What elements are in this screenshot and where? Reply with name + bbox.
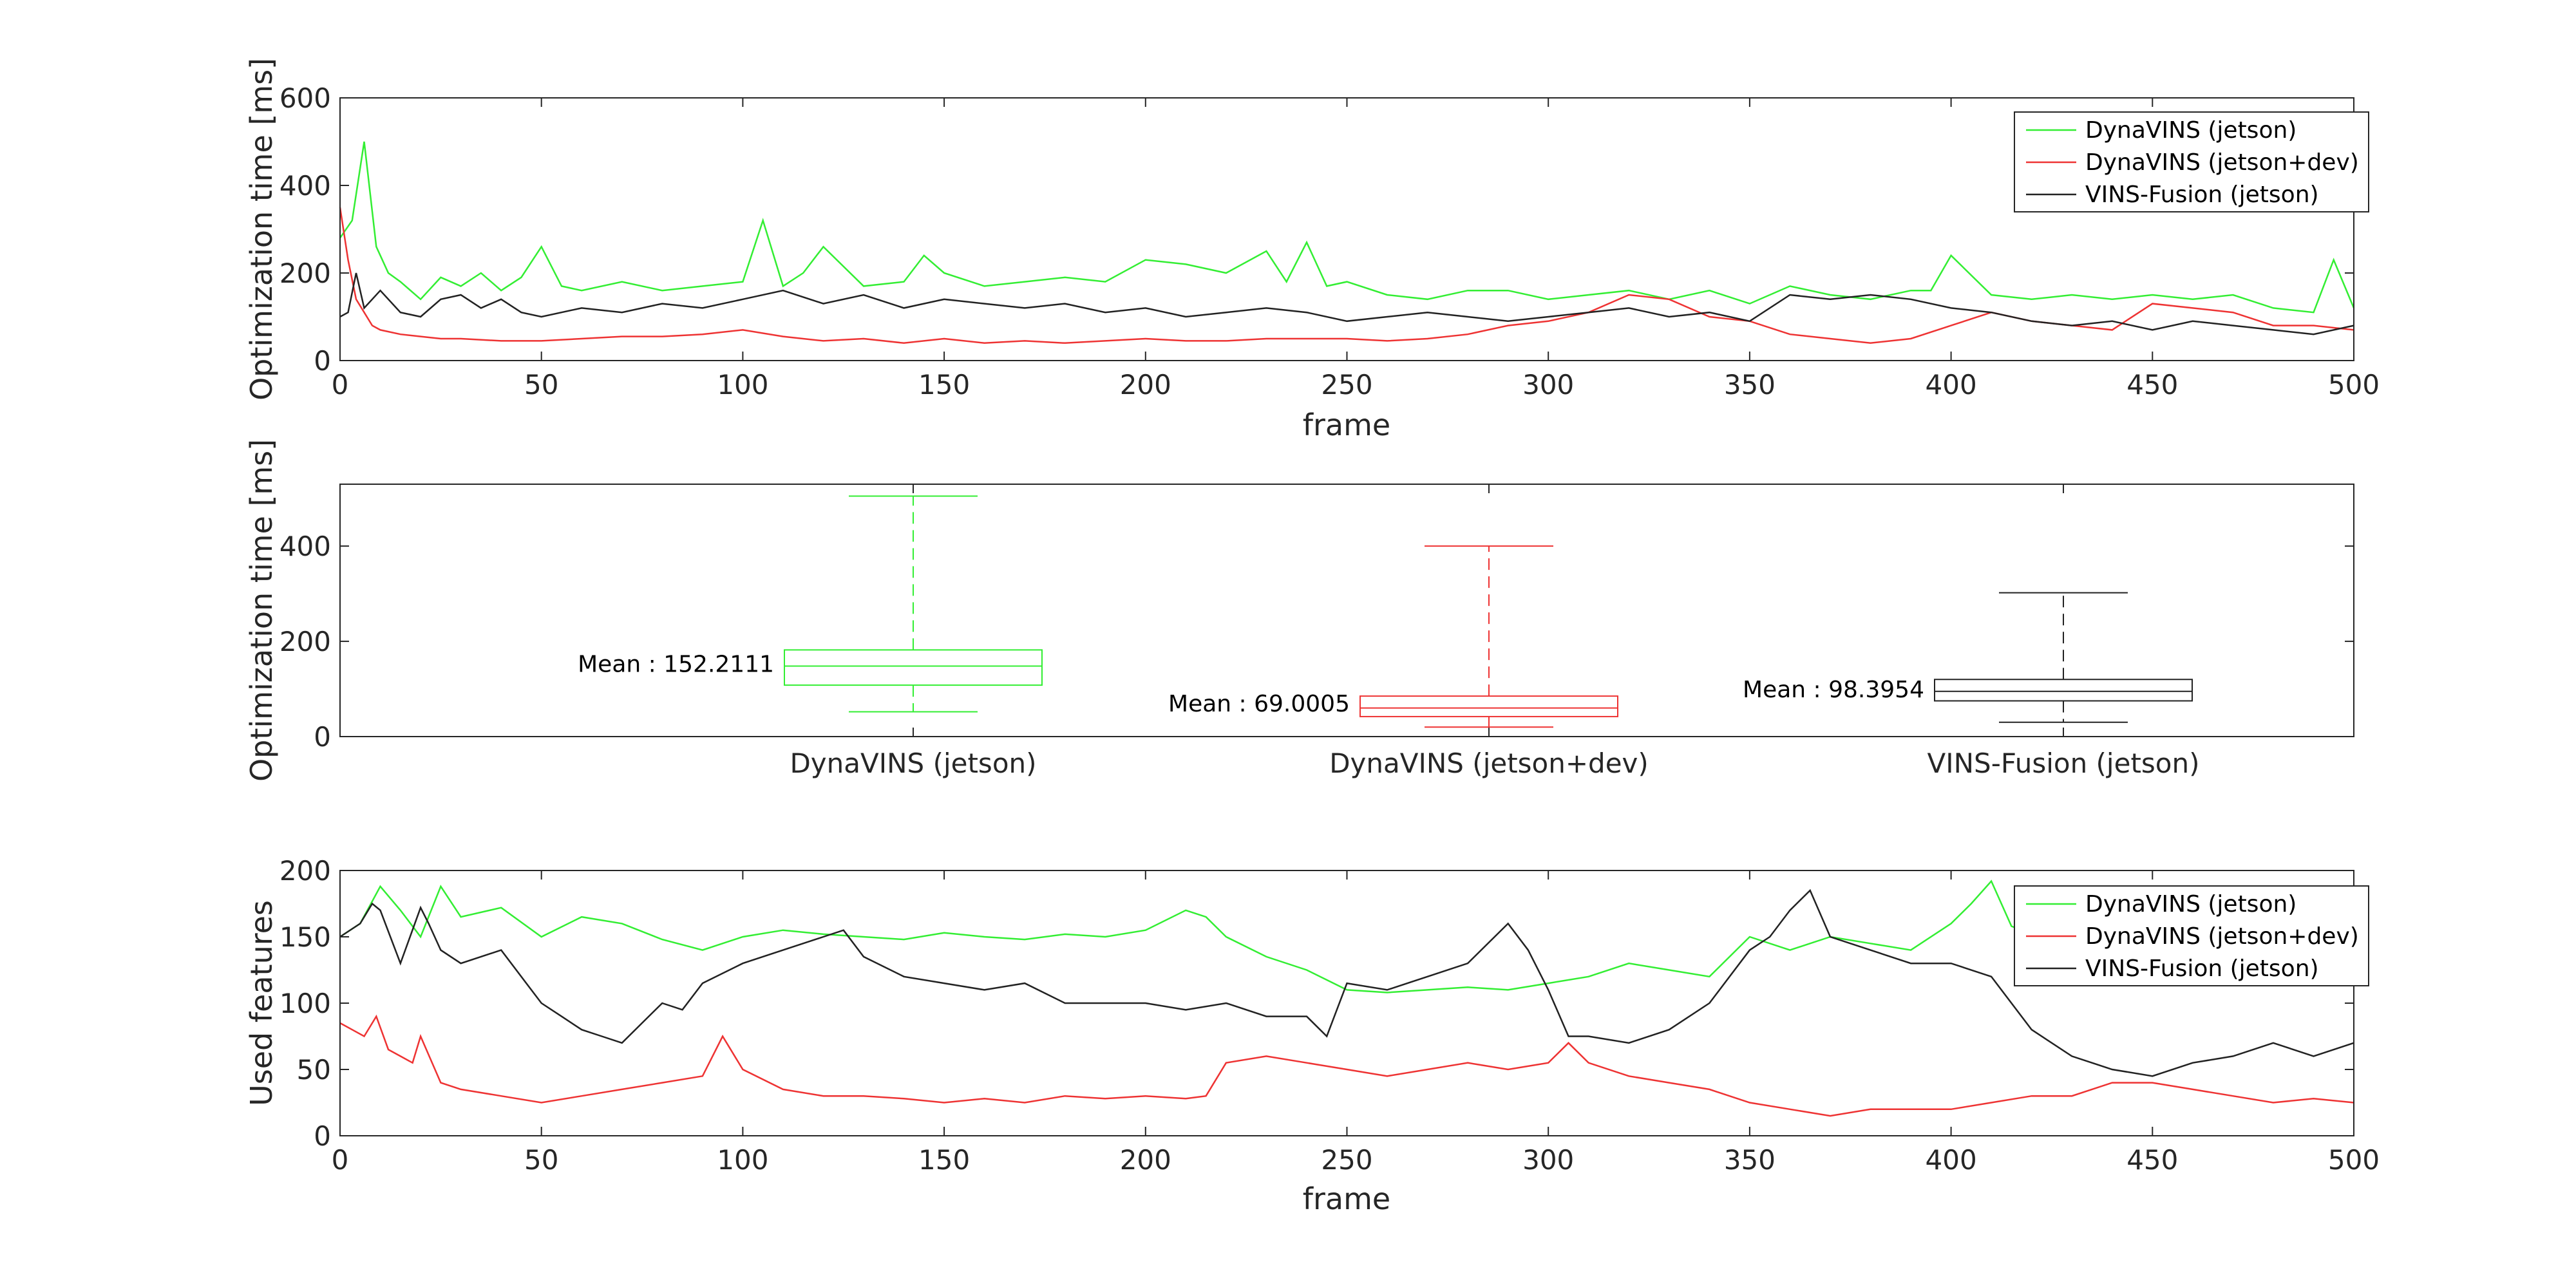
x-tick-label: 250 — [1321, 369, 1372, 400]
iqr-box — [784, 649, 1043, 686]
y-tick-label: 200 — [279, 626, 331, 657]
legend: DynaVINS (jetson) DynaVINS (jetson+dev) VI… — [2014, 111, 2369, 212]
y-axis-label: Optimization time [ms] — [244, 439, 279, 782]
x-tick-label: 100 — [717, 369, 768, 400]
y-tick-label: 50 — [297, 1054, 331, 1086]
box-0: Mean : 152.2111 DynaVINS (jetson) — [578, 495, 1043, 779]
x-tick-label: 450 — [2126, 1144, 2178, 1176]
x-tick-label: 150 — [918, 369, 970, 400]
iqr-box — [1934, 679, 2193, 702]
y-tick-label: 400 — [279, 170, 331, 202]
used-features-line-chart: 0 50 100 150 200 250 300 350 400 450 500 0 50 100 150 2… — [244, 855, 2380, 1216]
x-tick-label: 300 — [1522, 1144, 1574, 1176]
y-axis-label: Used features — [244, 900, 279, 1106]
y-tick-label: 100 — [279, 988, 331, 1019]
optimization-time-box-chart: 0 200 400 Mean : 152.2111 DynaVINS (jetson)… — [244, 439, 2354, 782]
box-1: Mean : 69.0005 DynaVINS (jetson+dev) — [1168, 545, 1649, 779]
x-tick-label: 0 — [332, 1144, 349, 1176]
category-label: DynaVINS (jetson) — [790, 748, 1036, 779]
legend-label: VINS-Fusion (jetson) — [2085, 955, 2319, 982]
legend: DynaVINS (jetson) DynaVINS (jetson+dev) VI… — [2014, 885, 2369, 986]
series-line-2 — [339, 272, 2354, 335]
x-tick-label: 200 — [1120, 1144, 1171, 1176]
x-tick-label: 350 — [1724, 1144, 1776, 1176]
category-label: VINS-Fusion (jetson) — [1927, 748, 2200, 779]
y-tick-label: 0 — [314, 721, 331, 753]
y-tick-label: 0 — [314, 345, 331, 377]
x-tick-label: 150 — [918, 1144, 970, 1176]
y-axis-label: Optimization time [ms] — [244, 58, 279, 400]
x-tick-label: 400 — [1926, 1144, 1977, 1176]
y-tick-label: 200 — [279, 855, 331, 887]
x-axis-label: frame — [1303, 1181, 1390, 1216]
mean-label: Mean : 69.0005 — [1168, 691, 1350, 717]
x-tick-label: 100 — [717, 1144, 768, 1176]
series-line-1 — [339, 1014, 2354, 1117]
x-tick-label: 50 — [524, 1144, 558, 1176]
x-axis-label: frame — [1303, 408, 1390, 442]
series-line-0 — [339, 880, 2354, 993]
iqr-box — [1359, 695, 1618, 717]
y-tick-label: 200 — [279, 258, 331, 289]
optimization-time-line-chart: 0 50 100 150 200 250 300 350 400 450 500 0 200 400 600… — [244, 58, 2380, 442]
x-tick-label: 450 — [2126, 369, 2178, 400]
series-line-1 — [339, 207, 2354, 344]
x-tick-label: 500 — [2328, 1144, 2380, 1176]
x-tick-label: 0 — [332, 369, 349, 400]
legend-label: DynaVINS (jetson) — [2085, 891, 2297, 918]
x-tick-label: 500 — [2328, 369, 2380, 400]
category-label: DynaVINS (jetson+dev) — [1329, 748, 1649, 779]
series-line-0 — [339, 141, 2355, 314]
legend-label: DynaVINS (jetson+dev) — [2085, 923, 2359, 950]
legend-label: DynaVINS (jetson) — [2085, 117, 2297, 144]
x-tick-label: 50 — [524, 369, 558, 400]
y-tick-label: 150 — [279, 921, 331, 953]
mean-label: Mean : 152.2111 — [578, 651, 774, 677]
legend-label: VINS-Fusion (jetson) — [2085, 182, 2319, 208]
legend-label: DynaVINS (jetson+dev) — [2085, 149, 2359, 176]
x-tick-label: 300 — [1522, 369, 1574, 400]
x-tick-label: 200 — [1120, 369, 1171, 400]
x-tick-label: 400 — [1926, 369, 1977, 400]
mean-label: Mean : 98.3954 — [1743, 677, 1924, 703]
y-tick-label: 600 — [279, 82, 331, 114]
x-tick-label: 250 — [1321, 1144, 1372, 1176]
y-tick-label: 0 — [314, 1120, 331, 1152]
series-line-2 — [339, 889, 2354, 1077]
y-tick-label: 400 — [279, 531, 331, 562]
plot-frame — [339, 484, 2354, 737]
x-tick-label: 350 — [1724, 369, 1776, 400]
box-2: Mean : 98.3954 VINS-Fusion (jetson) — [1743, 592, 2200, 779]
